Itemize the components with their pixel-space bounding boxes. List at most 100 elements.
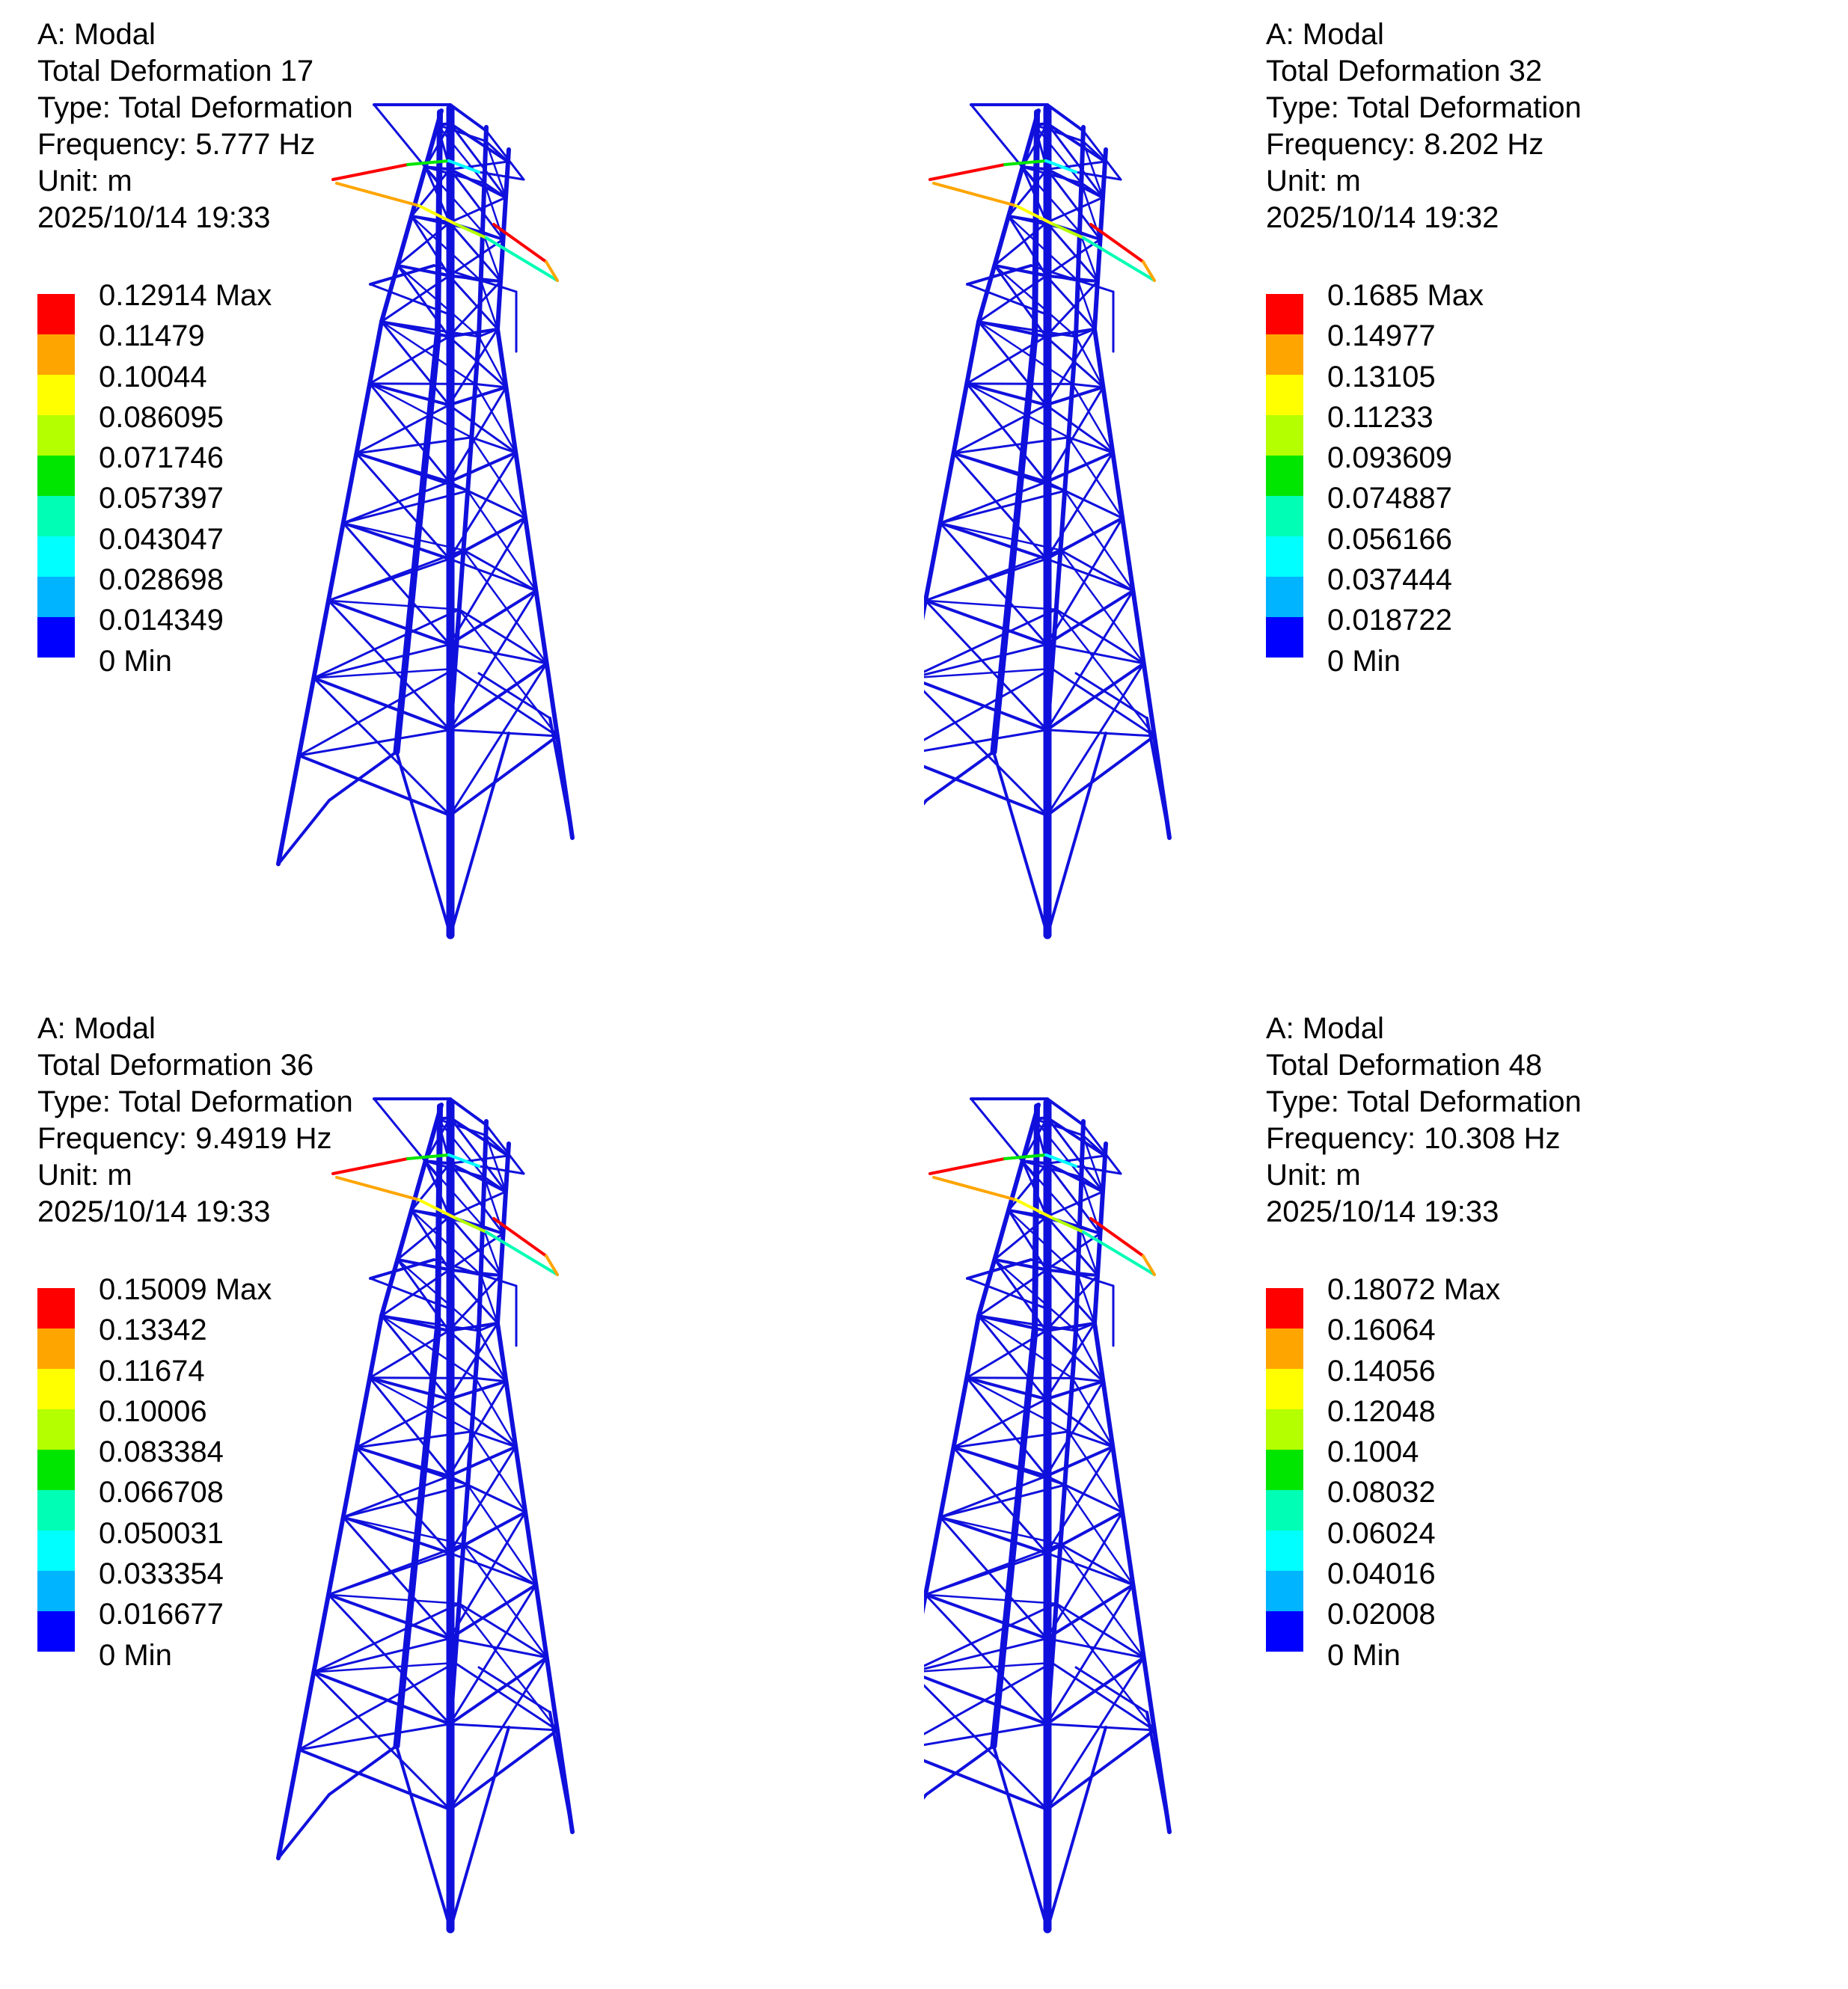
tower-member	[436, 123, 486, 184]
tower-member	[327, 548, 465, 602]
legend-swatch	[1266, 1288, 1303, 1328]
result-header-3: A: Modal Total Deformation 36 Type: Tota…	[37, 1011, 353, 1231]
analysis-name: A: Modal	[37, 1012, 156, 1045]
legend-label: 0.15009 Max	[99, 1273, 272, 1306]
tower-member	[368, 335, 450, 385]
tower-member	[355, 403, 450, 455]
tower-member	[484, 140, 510, 163]
tower-member	[447, 1445, 518, 1478]
tower-member	[1029, 264, 1115, 293]
tower-member	[448, 1729, 559, 1811]
tower-member	[380, 275, 451, 323]
tower-member	[276, 319, 384, 866]
tower-member	[1045, 1269, 1096, 1325]
tower-member	[977, 320, 1074, 385]
tower-member	[1045, 589, 1135, 646]
legend-label: 0.1004	[1327, 1435, 1419, 1469]
tower-member	[447, 1322, 499, 1400]
tower-member	[1044, 328, 1096, 406]
deformed-member	[932, 182, 1018, 207]
tower-member	[924, 1661, 1053, 1673]
tower-member	[466, 1483, 537, 1586]
tower-member	[1059, 549, 1145, 665]
legend-swatch	[37, 334, 75, 375]
tower-member	[1007, 1209, 1079, 1276]
tower-member	[327, 598, 452, 646]
tower-member	[341, 521, 451, 561]
tower-member	[1044, 1445, 1115, 1478]
result-name: Total Deformation 48	[1266, 1049, 1543, 1082]
tower-member	[474, 382, 507, 389]
tower-member	[1077, 1274, 1096, 1325]
legend-swatch	[37, 577, 75, 617]
deformed-member	[1089, 223, 1145, 263]
tower-member	[277, 1793, 331, 1860]
tower-member	[368, 382, 473, 439]
tower-member	[924, 799, 928, 806]
tower-member	[1045, 1583, 1135, 1640]
tower-member	[470, 436, 517, 454]
legend-label: 0.14977	[1327, 319, 1436, 353]
tower-member	[924, 1602, 1058, 1667]
legend-label: 0.10006	[99, 1394, 207, 1428]
legend-swatch	[1266, 617, 1303, 658]
result-timestamp: 2025/10/14 19:33	[37, 201, 271, 234]
tower-member	[970, 1097, 1040, 1183]
deformed-member	[1089, 1217, 1145, 1257]
legend-swatch	[1266, 1571, 1303, 1611]
tower-mesh-4	[924, 1097, 1172, 1934]
tower-member	[1021, 1159, 1048, 1218]
deformed-member	[928, 1157, 1006, 1175]
tower-member	[1063, 489, 1124, 520]
tower-member	[965, 381, 1048, 407]
tower-member	[1044, 1274, 1099, 1332]
legend-label: 0 Min	[99, 644, 172, 678]
tower-member	[449, 1726, 510, 1931]
tower-member	[447, 385, 508, 407]
tower-member	[447, 516, 527, 561]
tower-member	[1078, 1225, 1101, 1235]
tower-member	[380, 1269, 451, 1317]
deformed-member	[1003, 159, 1047, 166]
tower-member	[448, 557, 537, 592]
tower-member	[373, 103, 443, 189]
legend-label: 0.13342	[99, 1314, 207, 1347]
tower-member	[447, 386, 507, 483]
tower-member	[342, 522, 465, 551]
deformed-member	[331, 1157, 409, 1175]
legend-label: 0.11479	[99, 319, 205, 353]
legend-label: 0.083384	[99, 1435, 224, 1469]
tower-member	[380, 1314, 450, 1400]
tower-member	[312, 1602, 461, 1673]
legend-swatch	[37, 536, 75, 577]
tower-member	[1046, 1726, 1107, 1931]
tower-member	[1055, 1602, 1145, 1659]
analysis-name: A: Modal	[37, 18, 156, 51]
result-type: Type: Total Deformation	[37, 1085, 353, 1118]
deformed-member	[417, 204, 458, 226]
legend-label: 0.056166	[1327, 522, 1452, 556]
tower-member	[925, 750, 995, 802]
tower-member	[396, 1258, 450, 1332]
tower-member	[1081, 1134, 1107, 1157]
tower-member	[448, 1584, 537, 1726]
tower-member	[1055, 1602, 1156, 1732]
tower-member	[1078, 1225, 1099, 1277]
tower-member	[495, 327, 575, 840]
tower-member	[1045, 1584, 1134, 1726]
tower-member	[938, 1515, 1048, 1555]
tower-member	[1074, 328, 1096, 338]
tower-mesh-2	[924, 103, 1172, 940]
tower-member	[965, 1376, 1070, 1433]
legend-swatch	[1266, 1328, 1303, 1369]
deformed-member	[1003, 1153, 1047, 1160]
tower-member	[977, 1314, 1074, 1379]
tower-member	[480, 1274, 499, 1325]
tower-member	[448, 517, 527, 646]
tower-member	[548, 1711, 574, 1833]
tower-member	[1033, 123, 1084, 143]
legend-swatch	[37, 1450, 75, 1490]
tower-member	[939, 1474, 1047, 1518]
tower-member	[369, 283, 450, 316]
legend-label: 0.071746	[99, 441, 224, 475]
